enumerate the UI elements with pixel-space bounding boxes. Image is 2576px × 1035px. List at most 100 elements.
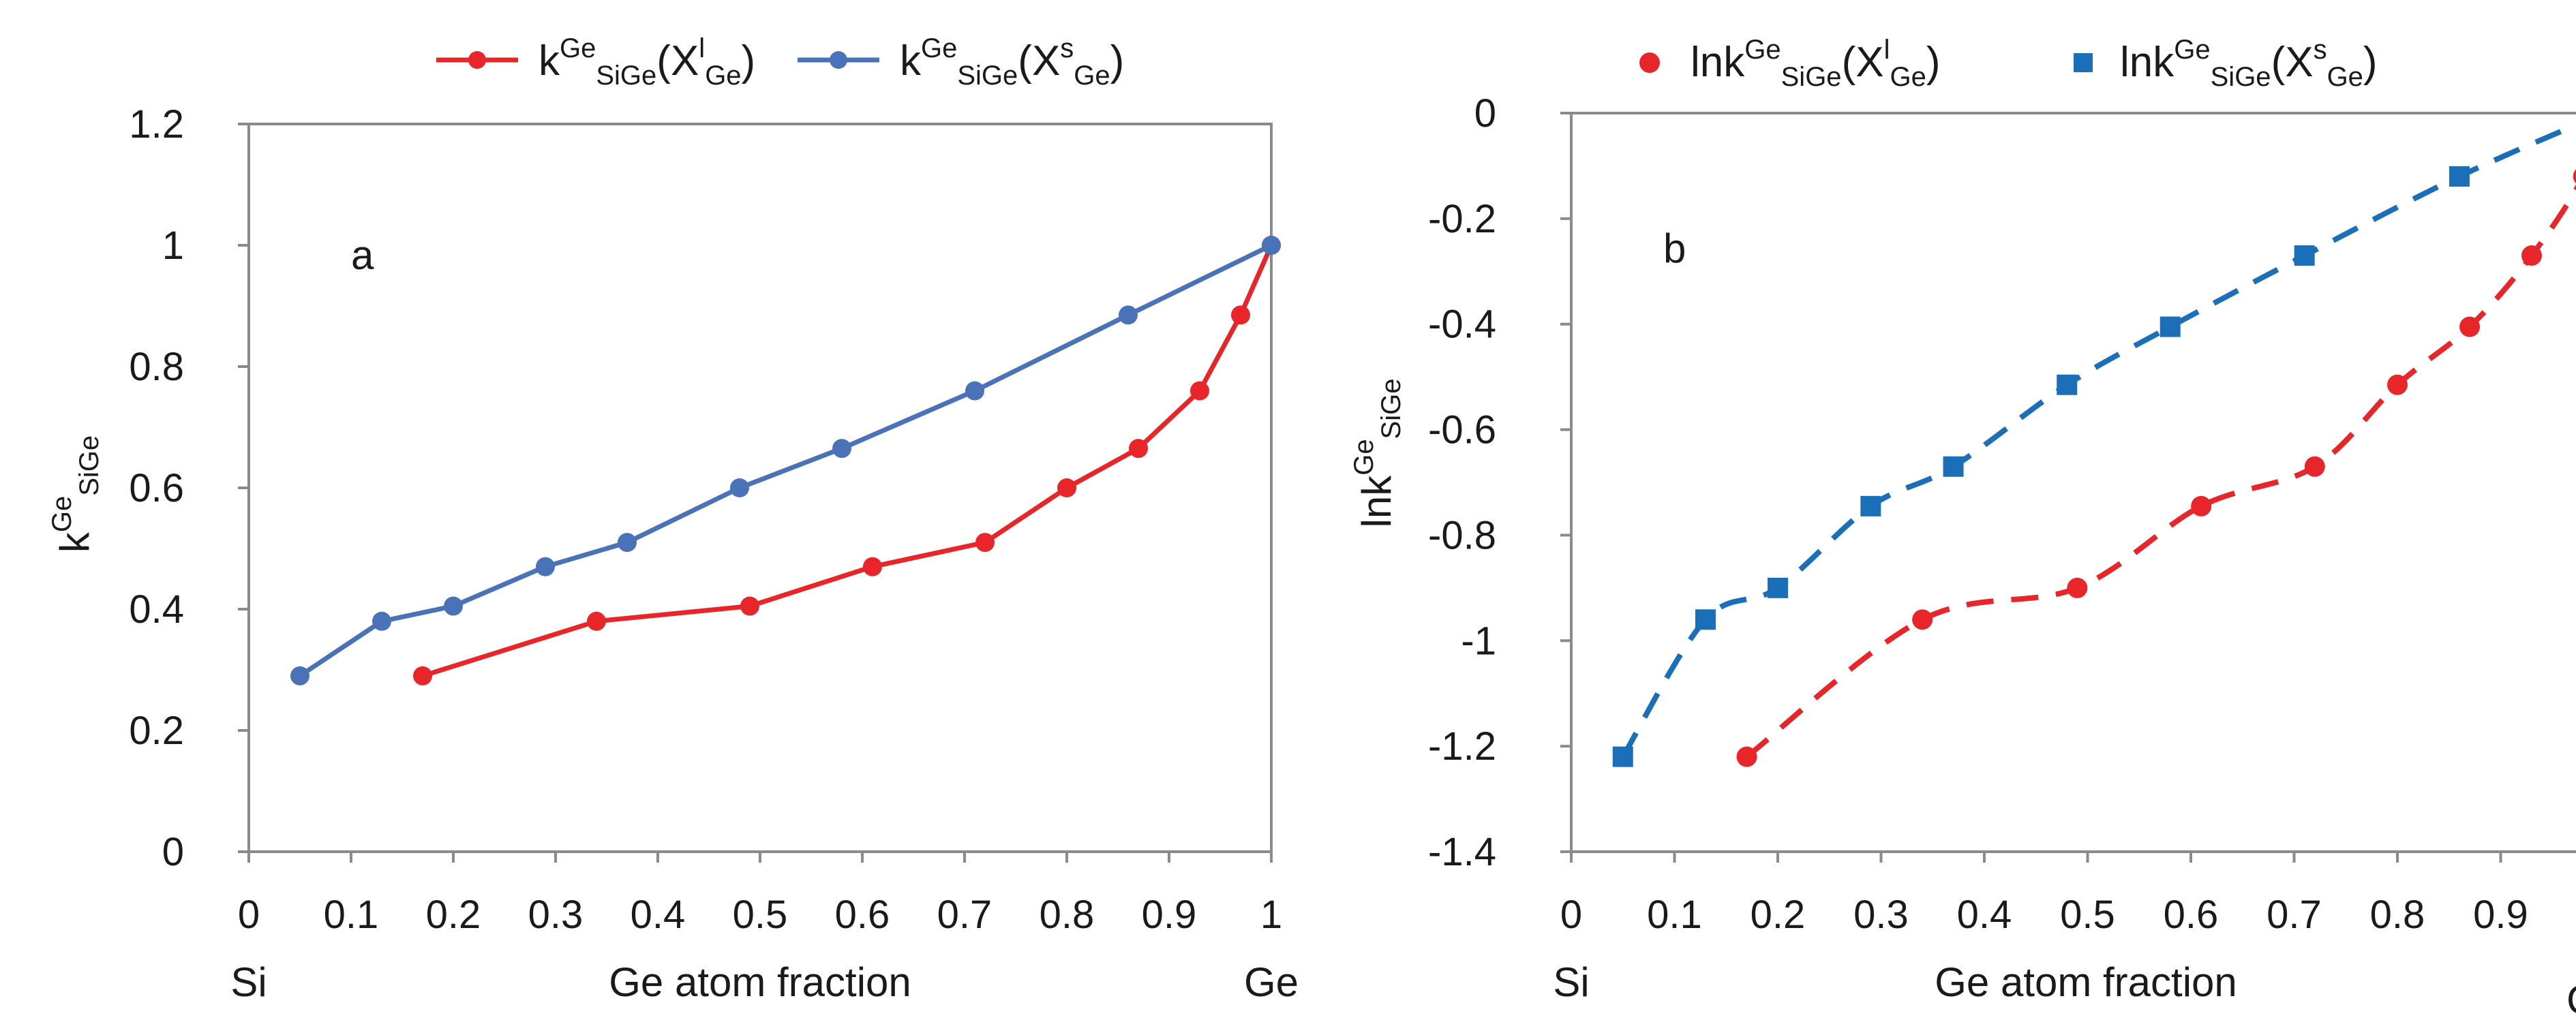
b-series-1-point [2067,577,2088,598]
legend-a-series-2: kGeSiGe(XsGe) [900,33,1124,91]
b-series-2-trendline [1620,122,2576,758]
b-series-2-point [2449,166,2470,187]
b-series-1-point [2387,374,2408,395]
panel-b-trendlines [1620,122,2576,759]
b-series-1-point [1736,746,1757,767]
b-x-tick-label: 0 [1560,893,1582,937]
b-x-tick-label: 0.9 [2473,893,2528,937]
a-series-2-point [290,666,309,685]
a-x-tick-label: 0.7 [937,893,992,937]
a-series-2-point [444,596,463,616]
panel-b-series [1612,166,2576,767]
b-series-2-point [1860,495,1881,516]
panel-a-legend: kGeSiGe(XlGe) kGeSiGe(XsGe) [436,33,1124,91]
panel-b-x-right-label: Ge [2566,977,2576,1023]
panel-a-y-ticks: 0 0.2 0.4 0.6 0.8 1 1.2 [129,102,249,874]
a-series-2-point [618,533,637,553]
b-series-2-point [2294,245,2315,266]
a-x-tick-label: 0.2 [426,893,481,937]
b-x-tick-label: 0.7 [2267,893,2322,937]
a-series-2-point [372,611,391,631]
b-y-tick-label: -0.6 [1428,408,1496,452]
b-series-1-point [2573,169,2576,184]
panel-b-y-axis-title: lnkGeSiGe [1349,379,1406,528]
legend-a-red-marker [468,51,486,69]
b-y-tick-label: -0.2 [1428,197,1496,241]
a-y-tick-label: 0.2 [129,709,184,753]
panel-b: lnkGeSiGe(XlGe) lnkGeSiGe(XsGe) lnkGeSiG… [1349,35,2576,1023]
b-series-2-point [1695,609,1716,630]
panel-a-x-right-label: Ge [1244,959,1299,1005]
a-x-tick-label: 0.3 [528,893,584,937]
panel-a-letter: a [351,232,374,278]
b-x-tick-label: 0.8 [2370,893,2425,937]
panel-b-x-ticks: 00.10.20.30.40.50.60.70.80.91 [1560,852,2528,937]
a-series-1-point [1190,381,1209,401]
panel-b-legend: lnkGeSiGe(XlGe) lnkGeSiGe(XsGe) [1639,35,2378,92]
b-series-1-point [1912,609,1933,630]
a-x-tick-label: 1 [1260,893,1282,937]
b-x-tick-label: 0.3 [1853,893,1909,937]
a-series-1-point [1231,305,1250,325]
a-series-1-point [413,666,432,685]
panel-b-plot-area [1570,112,2576,853]
panel-a-y-axis-title: kGeSiGe [47,435,104,553]
a-x-tick-label: 0 [238,893,260,937]
b-y-tick-label: 0 [1474,91,1496,136]
a-y-tick-label: 1 [162,223,184,268]
a-series-2-point [965,381,984,401]
a-x-tick-label: 0.1 [324,893,379,937]
b-series-2-point [1943,456,1964,477]
legend-b-red-marker [1639,52,1660,73]
a-series-2-point [536,557,555,576]
a-y-tick-label: 1.2 [129,102,184,146]
a-series-1-point [1057,478,1076,497]
legend-b-series-1: lnkGeSiGe(XlGe) [1691,35,1940,92]
b-series-2-point [1612,746,1633,767]
b-y-tick-label: -1 [1461,619,1496,663]
panel-a-x-ticks: 0 0.1 0.2 0.3 0.4 0.5 0.6 0.7 0.8 0.9 1 [238,852,1282,937]
panel-b-letter: b [1663,226,1686,271]
a-series-1-line [421,244,1274,679]
a-x-tick-label: 0.9 [1142,893,1197,937]
a-y-tick-label: 0.8 [129,345,184,389]
b-series-1-point [2191,495,2212,516]
a-series-2-point [1119,305,1138,325]
a-x-tick-label: 0.8 [1040,893,1095,937]
a-series-1-point [740,596,759,616]
legend-a-blue-marker [830,51,847,69]
a-x-tick-label: 0.6 [835,893,890,937]
panel-b-x-axis-title: Ge atom fraction [1935,959,2237,1005]
legend-b-blue-marker [2074,53,2093,72]
b-x-tick-label: 0.6 [2164,893,2219,937]
b-x-tick-label: 0.2 [1751,893,1806,937]
a-series-1-point [975,533,995,553]
panel-b-x-left-label: Si [1553,959,1589,1005]
b-x-tick-label: 0.5 [2060,893,2115,937]
a-series-1-point [1129,439,1148,459]
b-y-tick-label: -0.4 [1428,303,1496,347]
b-series-1-point [2459,316,2481,337]
a-series-1-point [863,557,882,576]
a-x-tick-label: 0.4 [631,893,686,937]
a-series-1-point [587,611,606,631]
b-y-tick-label: -0.8 [1428,513,1496,557]
panel-b-y-ticks: 0 -0.2 -0.4 -0.6 -0.8 -1 -1.2 -1.4 [1428,91,1571,874]
a-y-tick-label: 0.4 [129,587,184,632]
a-y-tick-label: 0.6 [129,466,184,510]
b-series-2-point [1768,577,1788,598]
legend-a-series-1: kGeSiGe(XlGe) [539,33,755,91]
b-x-tick-label: 0.1 [1647,893,1702,937]
legend-b-series-2: lnkGeSiGe(XsGe) [2120,35,2378,92]
a-y-tick-label: 0 [162,830,184,874]
b-series-2-point [2160,316,2181,337]
b-series-1-point [2521,245,2542,266]
b-x-tick-label: 0.4 [1957,893,2012,937]
b-series-2-point [2057,374,2078,395]
b-series-1-trendline [1745,184,2576,759]
b-series-1-point [2304,456,2325,477]
panel-a-x-left-label: Si [230,959,267,1005]
a-series-2-point [730,478,749,497]
